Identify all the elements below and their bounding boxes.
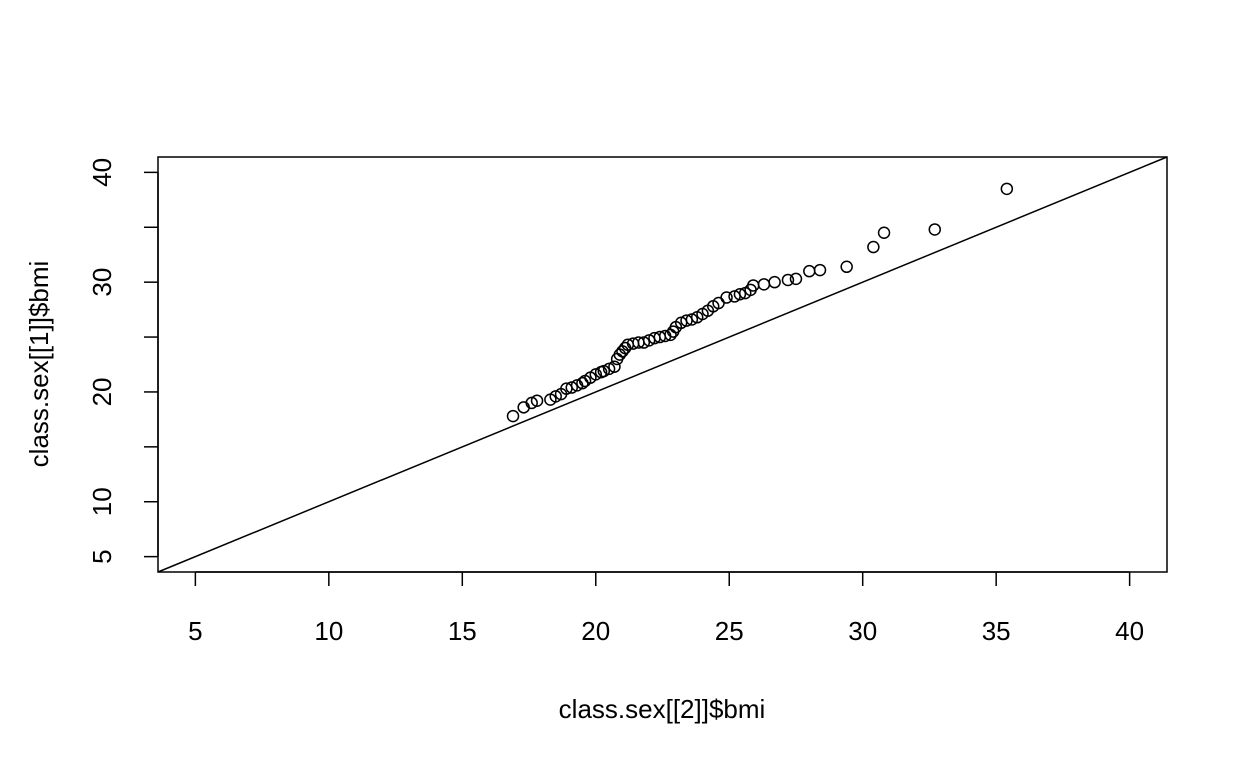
data-point [840, 260, 853, 274]
y-tick-label: 10 [87, 487, 117, 516]
data-point [597, 364, 611, 378]
x-tick-label: 30 [848, 616, 877, 646]
x-tick-label: 20 [581, 616, 610, 646]
data-point [789, 272, 803, 286]
y-tick-label: 20 [87, 377, 117, 406]
data-point [877, 226, 891, 240]
data-point [813, 263, 827, 277]
data-point [565, 381, 578, 394]
data-point [928, 223, 942, 236]
data-point [733, 287, 747, 301]
data-point [803, 264, 816, 278]
x-axis-label: class.sex[[2]]$bmi [559, 694, 766, 724]
x-axis: 5 10 15 20 25 30 35 40 [188, 571, 1144, 646]
data-point [589, 368, 603, 381]
points-layer [506, 182, 1014, 423]
x-tick-label: 15 [448, 616, 477, 646]
data-point [781, 273, 795, 287]
y-tick-label: 5 [87, 549, 117, 563]
data-point [1000, 182, 1014, 196]
data-point [757, 278, 771, 291]
y-axis: 5 10 20 30 40 [87, 158, 159, 564]
reference-line-layer [157, 156, 1168, 573]
y-axis-label: class.sex[[1]]$bmi [24, 261, 54, 468]
data-point [637, 336, 651, 349]
y-tick-label: 40 [87, 158, 117, 187]
x-tick-label: 5 [188, 616, 202, 646]
y-tick-label: 30 [87, 268, 117, 297]
data-point [720, 291, 733, 304]
x-tick-label: 35 [982, 616, 1011, 646]
x-tick-label: 25 [715, 616, 744, 646]
data-point [685, 313, 699, 326]
data-point [530, 394, 544, 407]
x-tick-label: 40 [1115, 616, 1144, 646]
data-point [867, 240, 880, 254]
data-point [602, 362, 616, 376]
data-point [549, 390, 562, 403]
reference-line [157, 156, 1168, 573]
data-point [768, 275, 781, 289]
data-point [506, 409, 520, 423]
data-point [525, 396, 538, 410]
x-tick-label: 10 [314, 616, 343, 646]
data-point [608, 360, 621, 373]
